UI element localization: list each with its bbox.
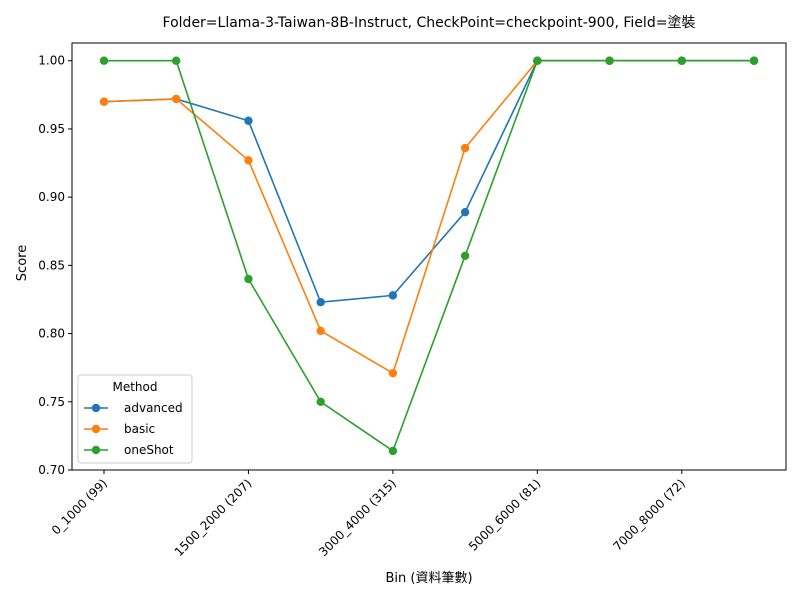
series-oneShot <box>99 56 759 456</box>
legend-marker-advanced <box>91 403 101 413</box>
data-point-advanced <box>460 207 470 217</box>
y-tick-label: 0.75 <box>38 395 65 409</box>
y-tick-label: 0.85 <box>38 258 65 272</box>
data-point-oneShot <box>605 56 614 65</box>
y-tick-label: 0.80 <box>38 327 65 341</box>
data-point-basic <box>460 143 470 153</box>
data-point-oneShot <box>388 446 398 456</box>
legend: Method advanced basic oneShot <box>77 374 193 464</box>
y-tick-label: 0.90 <box>38 190 65 204</box>
y-tick-label: 0.95 <box>38 122 65 136</box>
chart-title: Folder=Llama-3-Taiwan-8B-Instruct, Check… <box>163 14 696 31</box>
legend-label-oneShot: oneShot <box>124 443 174 457</box>
data-point-basic <box>244 156 253 165</box>
series-layer <box>99 56 759 456</box>
data-point-oneShot <box>172 56 181 65</box>
data-point-oneShot <box>244 274 253 284</box>
data-point-basic <box>388 368 398 378</box>
data-point-oneShot <box>749 56 759 65</box>
data-point-advanced <box>316 298 325 307</box>
y-tick-label: 0.70 <box>38 463 65 477</box>
y-tick-label: 1.00 <box>38 54 65 68</box>
legend-title: Method <box>112 380 157 394</box>
data-point-basic <box>172 94 181 104</box>
data-point-basic <box>316 326 325 336</box>
data-point-basic <box>99 97 109 106</box>
legend-label-advanced: advanced <box>124 401 183 415</box>
legend-entries: advanced basic oneShot <box>84 401 183 457</box>
y-axis-label: Score <box>15 245 30 281</box>
legend-marker-oneShot <box>91 445 101 455</box>
data-point-advanced <box>244 116 253 125</box>
legend-label-basic: basic <box>124 422 155 436</box>
data-point-oneShot <box>316 397 325 406</box>
data-point-oneShot <box>533 56 542 65</box>
legend-frame <box>77 374 193 464</box>
x-axis-label: Bin (資料筆數) <box>385 571 472 586</box>
legend-marker-basic <box>91 424 101 434</box>
data-point-oneShot <box>677 56 686 65</box>
series-line-oneShot <box>104 59 754 453</box>
data-point-oneShot <box>99 56 109 65</box>
y-axis: 0.70 0.75 0.80 0.85 0.90 0.95 1.00 <box>38 54 72 477</box>
data-point-oneShot <box>460 251 470 261</box>
axes-frame <box>71 42 787 471</box>
data-point-advanced <box>388 291 398 300</box>
